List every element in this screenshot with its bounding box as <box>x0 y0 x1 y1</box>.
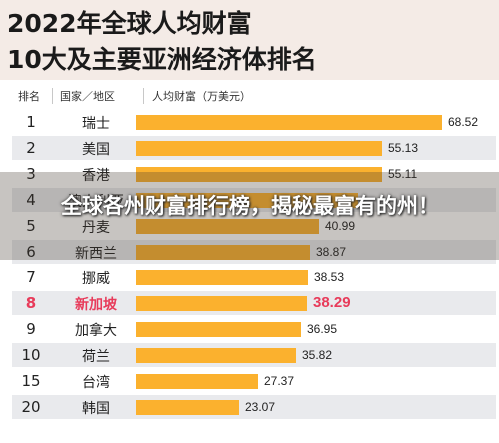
rank-label: 5 <box>26 216 36 235</box>
rank-label: 4 <box>26 190 36 209</box>
bar <box>136 296 307 312</box>
rank-label: 10 <box>21 346 41 365</box>
bar <box>136 218 319 234</box>
value-label: 36.95 <box>307 322 338 337</box>
bar <box>136 399 239 415</box>
country-label: 新西兰 <box>75 245 117 262</box>
value-label: 40.99 <box>325 218 356 233</box>
bar <box>136 192 358 208</box>
value-label: 38.29 <box>313 294 351 312</box>
chart-title-line-2: 10大及主要亚洲经济体排名 <box>7 45 317 74</box>
header-banner <box>0 0 499 80</box>
value-label: 38.53 <box>314 270 345 285</box>
value-label: 55.11 <box>388 166 418 181</box>
row-stripe <box>12 394 496 419</box>
rank-label: 2 <box>26 138 36 157</box>
country-label: 香港 <box>82 167 110 184</box>
country-label: 美国 <box>82 141 110 158</box>
bar <box>136 244 310 260</box>
chart-title-line-1: 2022年全球人均财富 <box>7 9 252 38</box>
column-header-rank: 排名 <box>18 90 40 103</box>
rank-label: 6 <box>26 242 36 261</box>
value-label: 68.52 <box>448 115 479 129</box>
rank-label: 7 <box>26 268 36 287</box>
value-label: 27.37 <box>264 374 295 388</box>
caption-overlay <box>0 172 499 260</box>
country-label: 韩国 <box>82 400 110 417</box>
country-label: 加拿大 <box>75 323 117 340</box>
country-label: 台湾 <box>82 375 110 391</box>
value-label: 38.87 <box>316 244 347 259</box>
value-label: 35.82 <box>302 348 333 363</box>
bar <box>136 270 308 286</box>
bar <box>136 166 382 182</box>
bar <box>136 322 301 338</box>
column-header-value: 人均财富（万美元） <box>152 90 251 103</box>
rank-label: 9 <box>26 320 36 339</box>
rank-label: 3 <box>26 164 36 183</box>
overlay-caption: 全球各州财富排行榜，揭秘最富有的州！ <box>61 194 439 218</box>
column-divider <box>143 88 144 104</box>
country-label: 荷兰 <box>82 349 110 366</box>
rank-label: 8 <box>25 294 37 313</box>
value-label: 23.07 <box>245 399 276 414</box>
value-label: 55.13 <box>388 140 419 155</box>
column-header-country: 国家／地区 <box>60 90 115 103</box>
column-divider <box>52 88 53 104</box>
country-label: 澳大利亚 <box>68 193 124 210</box>
country-label: 新加坡 <box>75 297 117 314</box>
bar <box>136 348 296 364</box>
bar <box>136 374 258 389</box>
bar <box>136 140 382 156</box>
country-label: 瑞士 <box>82 116 110 132</box>
country-label: 挪威 <box>82 271 110 288</box>
bar <box>136 115 442 130</box>
country-label: 丹麦 <box>82 219 110 236</box>
rank-label: 1 <box>26 113 36 131</box>
rank-label: 15 <box>21 372 41 390</box>
rank-label: 20 <box>21 397 41 416</box>
